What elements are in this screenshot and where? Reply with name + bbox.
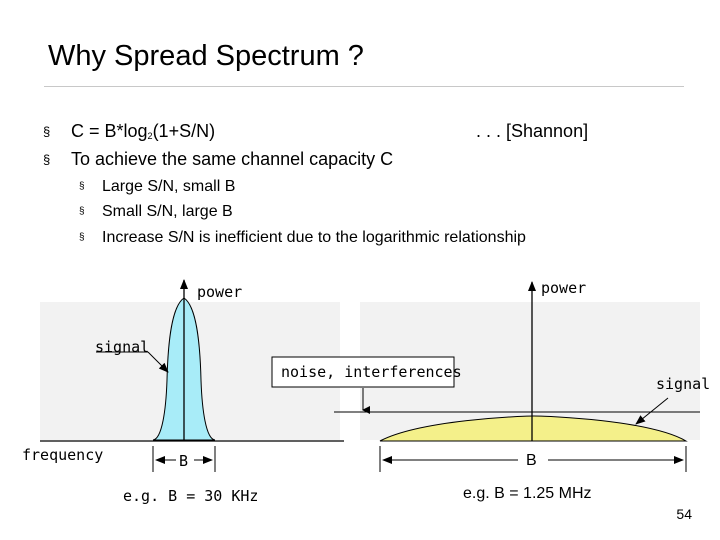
noise-box: [271, 356, 455, 388]
sub-bullet: § Small S/N, large B: [79, 203, 233, 221]
bullet-text: To achieve the same channel capacity C: [71, 149, 394, 169]
bullet-marker: §: [79, 181, 85, 192]
left-example-label: e.g. B = 30 KHz: [123, 487, 259, 505]
title-divider: [44, 86, 684, 87]
formula-subscript: 2: [147, 131, 153, 141]
bullet-marker: §: [79, 232, 85, 243]
spread-signal-shape: [379, 415, 688, 442]
sub-bullet-text: Increase S/N is inefficient due to the l…: [102, 229, 526, 246]
noise-label: noise, interferences: [281, 363, 462, 381]
bullet-shannon-formula: § C = B*log2(1+S/N): [43, 121, 216, 142]
left-bandwidth-label: B: [179, 452, 189, 470]
bullet-marker: §: [43, 152, 51, 167]
left-power-label: power: [197, 283, 243, 301]
sub-bullet-text: Large S/N, small B: [102, 178, 236, 195]
left-signal-pointer: [147, 351, 169, 373]
formula-text: C = B*log: [71, 121, 148, 141]
formula-text-after: (1+S/N): [152, 121, 216, 141]
sub-bullet: § Large S/N, small B: [79, 178, 236, 196]
slide-title: Why Spread Spectrum ?: [48, 40, 364, 72]
right-power-label: power: [541, 279, 587, 297]
sub-bullet-text: Small S/N, large B: [102, 203, 233, 220]
page-number: 54: [676, 506, 692, 522]
right-signal-label: signal: [656, 375, 711, 393]
shannon-note: . . . [Shannon]: [476, 121, 589, 141]
sub-bullet: § Increase S/N is inefficient due to the…: [79, 229, 526, 247]
bullet-channel-capacity: § To achieve the same channel capacity C: [43, 149, 394, 170]
left-signal-label: signal: [95, 338, 150, 356]
bullet-marker: §: [43, 124, 51, 139]
right-signal-pointer: [635, 397, 669, 425]
right-example-label: e.g. B = 1.25 MHz: [463, 485, 592, 502]
right-bandwidth-label: B: [526, 452, 537, 469]
left-frequency-label: frequency: [22, 446, 104, 464]
bullet-marker: §: [79, 206, 85, 217]
